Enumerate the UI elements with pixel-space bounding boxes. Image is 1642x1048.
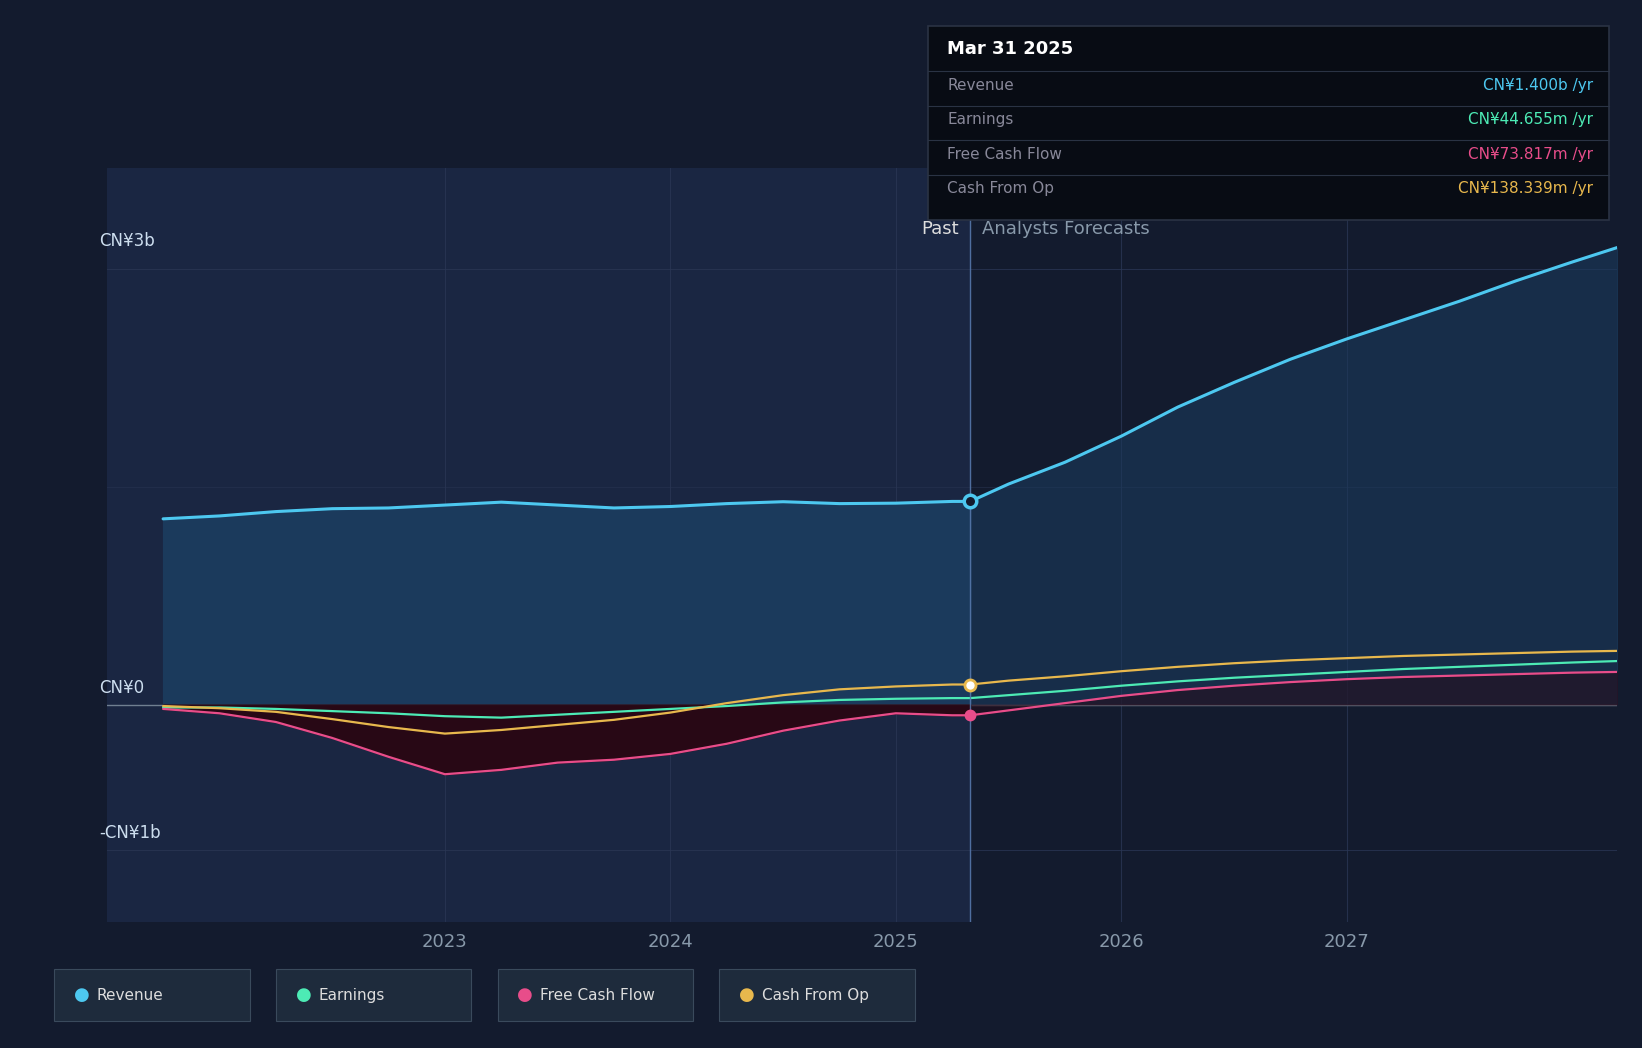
Text: Past: Past: [921, 220, 959, 239]
Text: CN¥3b: CN¥3b: [99, 233, 154, 250]
Bar: [107, 168, 970, 922]
Text: CN¥1.400b /yr: CN¥1.400b /yr: [1483, 78, 1593, 92]
Text: ●: ●: [739, 986, 755, 1004]
Text: Revenue: Revenue: [947, 78, 1015, 92]
Text: CN¥138.339m /yr: CN¥138.339m /yr: [1458, 181, 1593, 196]
Text: CN¥73.817m /yr: CN¥73.817m /yr: [1468, 147, 1593, 161]
Text: Earnings: Earnings: [947, 112, 1013, 127]
Text: ●: ●: [517, 986, 534, 1004]
Text: CN¥44.655m /yr: CN¥44.655m /yr: [1468, 112, 1593, 127]
Text: Cash From Op: Cash From Op: [762, 987, 869, 1003]
Text: Cash From Op: Cash From Op: [947, 181, 1054, 196]
Text: ●: ●: [74, 986, 90, 1004]
Text: Earnings: Earnings: [319, 987, 384, 1003]
Text: CN¥0: CN¥0: [99, 679, 144, 697]
Text: Analysts Forecasts: Analysts Forecasts: [982, 220, 1149, 239]
Text: Mar 31 2025: Mar 31 2025: [947, 40, 1074, 58]
Text: Revenue: Revenue: [97, 987, 164, 1003]
Text: Free Cash Flow: Free Cash Flow: [540, 987, 655, 1003]
Text: ●: ●: [296, 986, 312, 1004]
Text: -CN¥1b: -CN¥1b: [99, 824, 161, 843]
Text: Free Cash Flow: Free Cash Flow: [947, 147, 1062, 161]
